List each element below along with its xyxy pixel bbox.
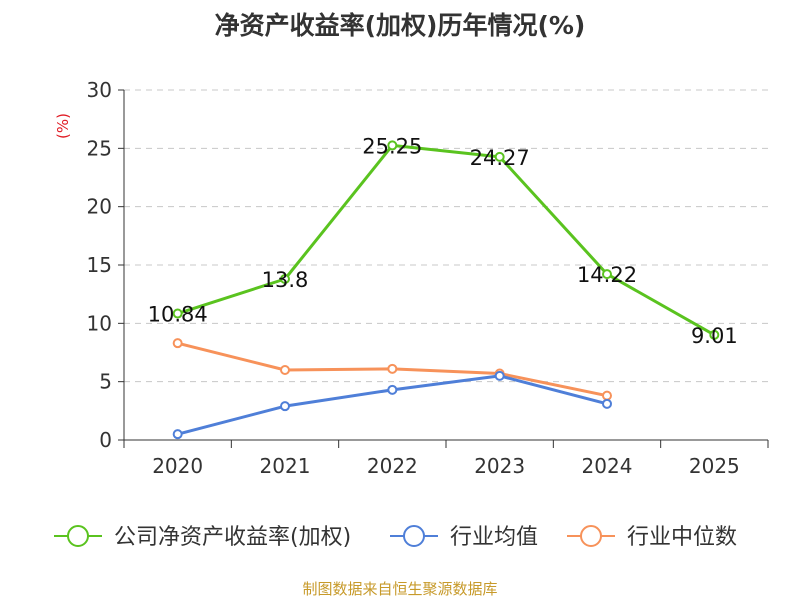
chart-title: 净资产收益率(加权)历年情况(%): [215, 11, 586, 40]
data-point: [280, 365, 290, 375]
data-label: 13.8: [262, 268, 309, 292]
x-tick-label: 2023: [474, 454, 525, 478]
data-point: [280, 401, 290, 412]
data-point: [494, 370, 505, 381]
y-tick-label: 5: [99, 370, 112, 394]
legend-marker-icon: [580, 525, 602, 547]
x-tick-label: 2024: [582, 454, 633, 478]
data-point: [172, 429, 183, 440]
data-point: [172, 338, 183, 349]
data-point: [494, 151, 505, 162]
y-tick-label: 30: [87, 78, 112, 102]
data-point: [280, 274, 290, 284]
source-note: 制图数据来自恒生聚源数据库: [302, 580, 497, 598]
series-line-0: [177, 143, 716, 337]
legend-label: 行业中位数: [627, 525, 737, 550]
x-tick-label: 2021: [260, 454, 311, 478]
y-tick-label: 20: [87, 195, 112, 219]
y-tick-label: 15: [87, 253, 112, 277]
y-tick-label: 25: [87, 136, 112, 160]
legend-label: 行业均值: [450, 525, 538, 550]
y-tick-label: 10: [87, 311, 112, 335]
y-axis-unit: (%): [54, 113, 72, 139]
data-point: [387, 384, 398, 395]
series-layer: [172, 140, 720, 440]
data-point: [602, 398, 612, 409]
data-point: [602, 390, 612, 401]
data-point: [709, 329, 720, 340]
x-tick-label: 2020: [152, 454, 203, 478]
data-label: 14.22: [577, 263, 637, 287]
data-point: [387, 140, 398, 151]
x-tick-label: 2022: [367, 454, 418, 478]
data-label: 9.01: [691, 324, 738, 348]
data-point: [172, 308, 183, 319]
data-labels: 10.84 13.8 25.25 24.27 14.22 9.01: [148, 134, 738, 347]
legend: 公司净资产收益率(加权) 行业均值 行业中位数: [54, 525, 737, 550]
data-point: [387, 363, 398, 374]
gridlines: [124, 89, 768, 383]
data-point: [602, 269, 612, 280]
x-tick-label: 2025: [689, 454, 740, 478]
y-tick-label: 0: [99, 428, 112, 452]
legend-marker-icon: [67, 525, 89, 547]
legend-marker-icon: [403, 525, 425, 547]
data-label: 25.25: [362, 134, 422, 158]
data-label: 10.84: [148, 303, 208, 327]
series-line-1: [177, 374, 608, 436]
data-label: 24.27: [470, 146, 530, 170]
legend-label: 公司净资产收益率(加权): [114, 525, 351, 550]
